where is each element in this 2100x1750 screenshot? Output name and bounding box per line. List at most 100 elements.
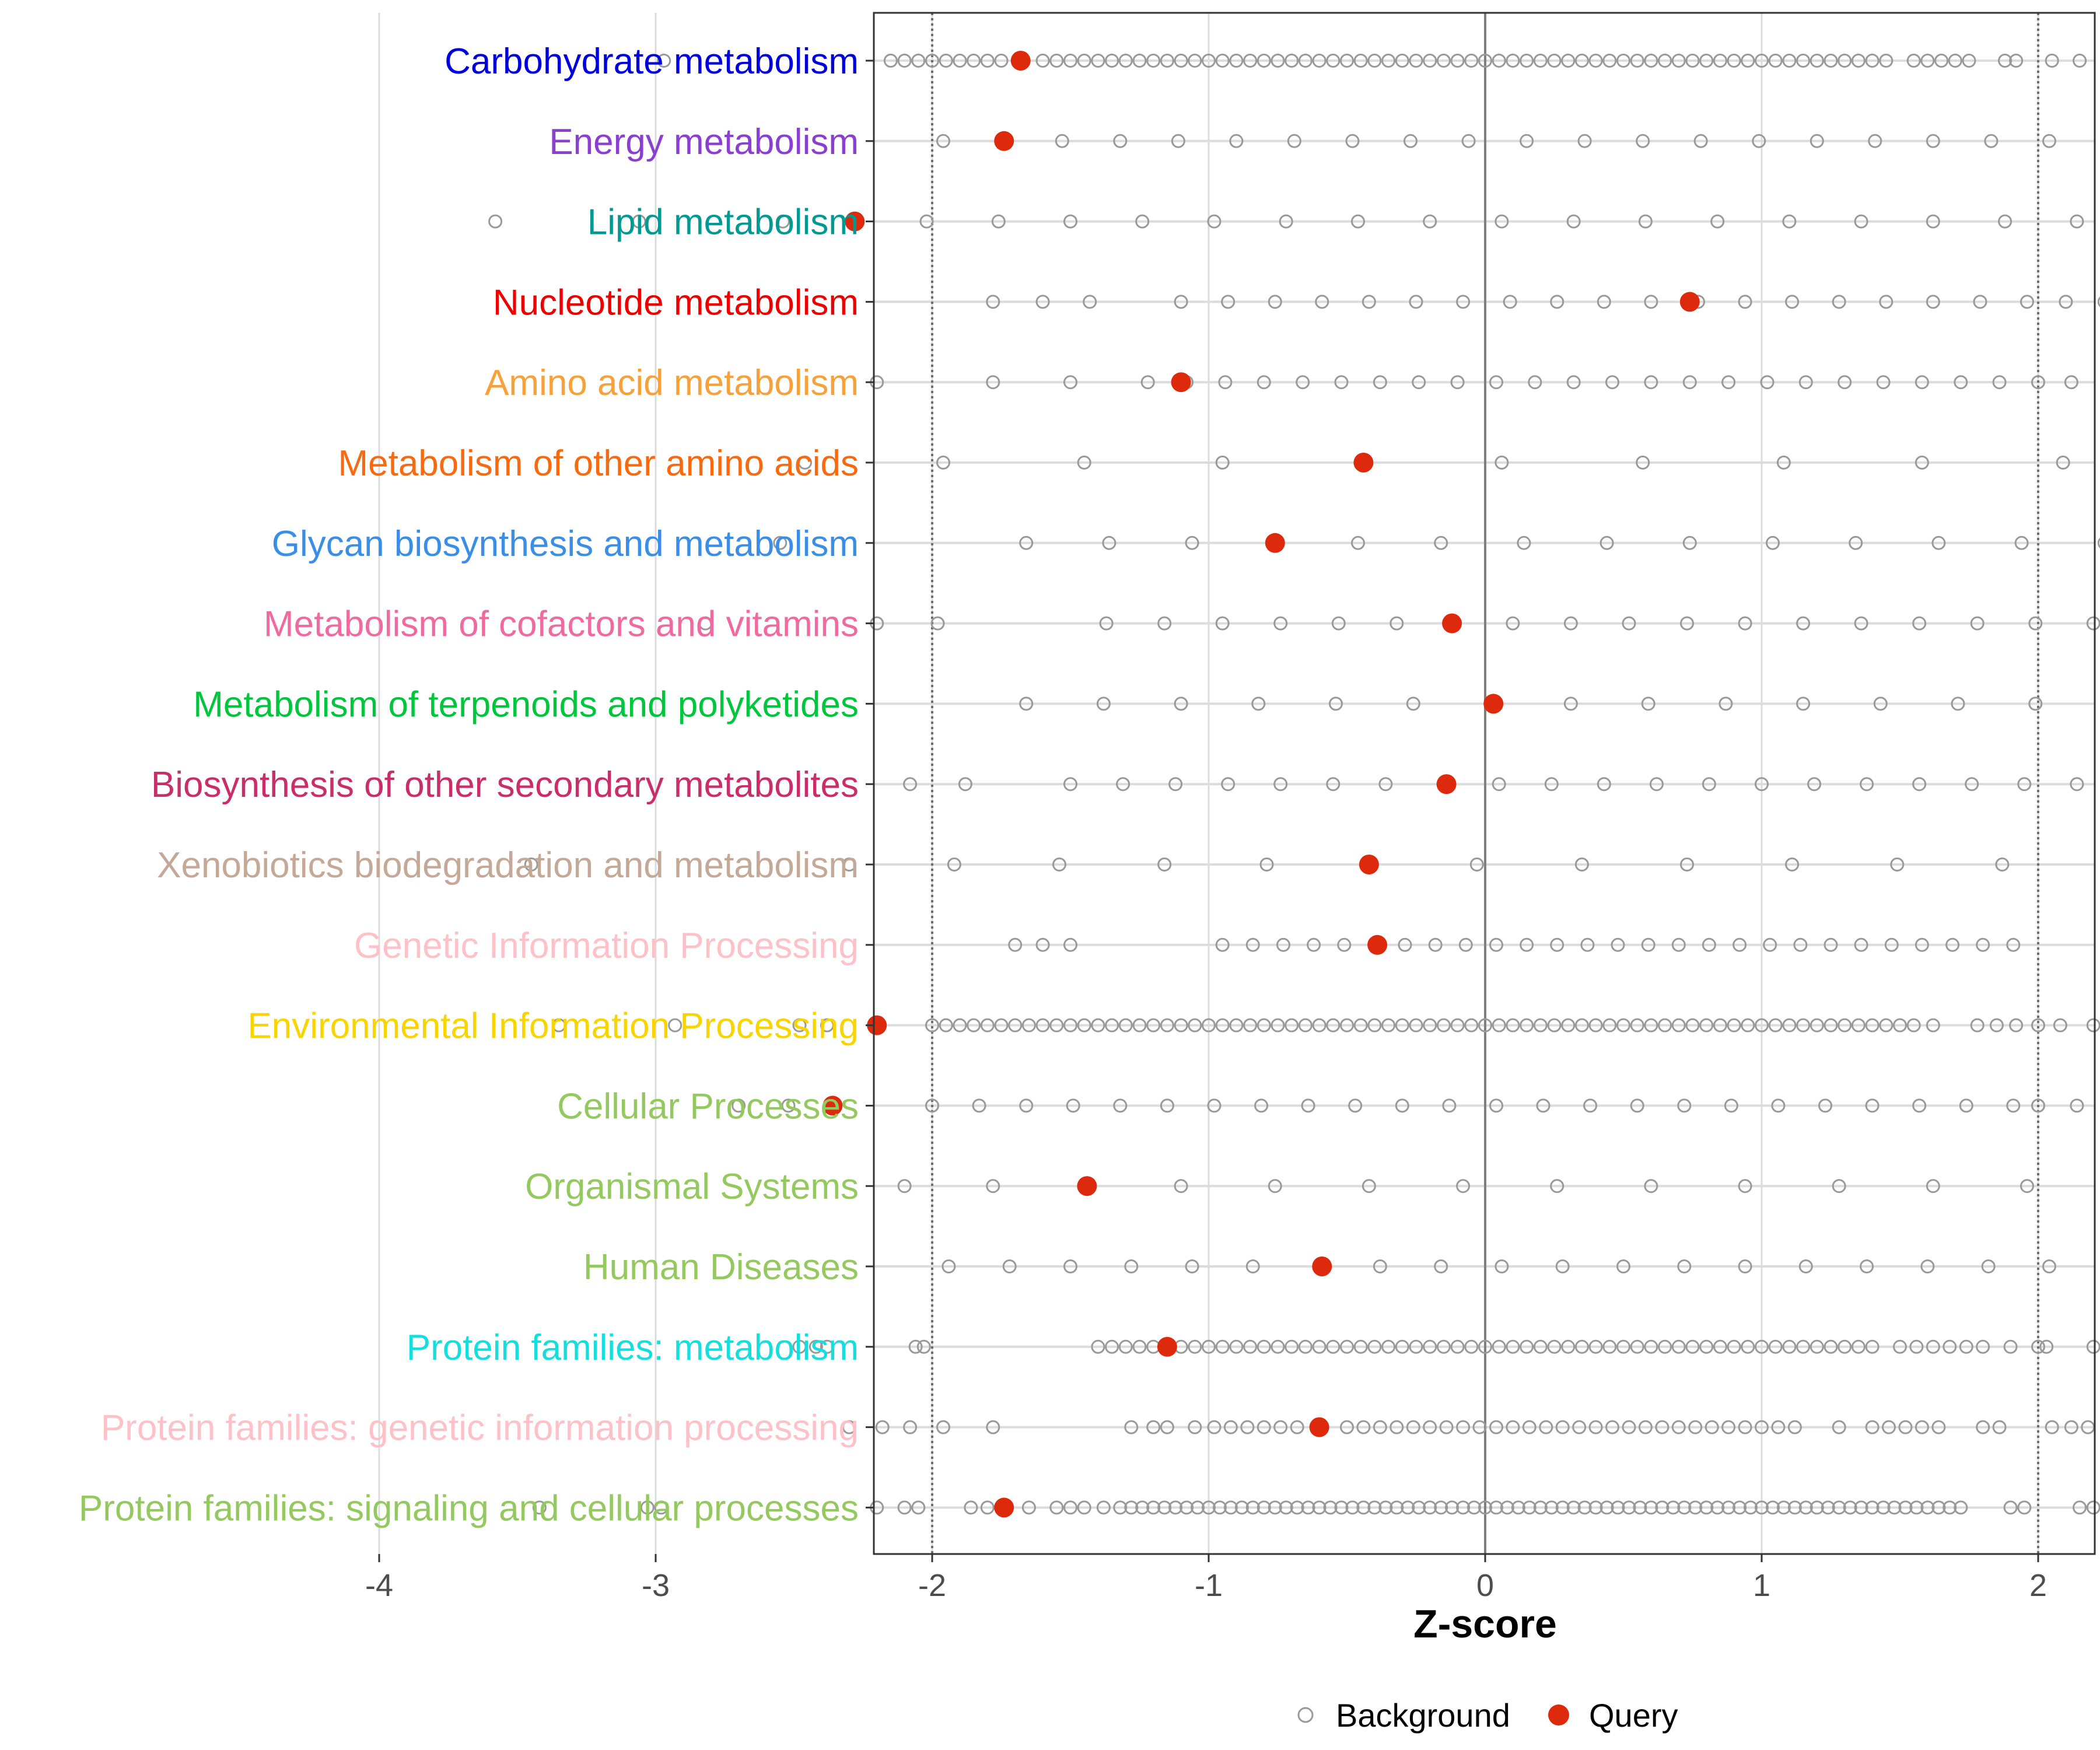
background-point — [1798, 375, 1813, 390]
background-point — [1713, 1339, 1727, 1354]
background-point — [1741, 1339, 1755, 1354]
background-point — [1268, 295, 1282, 309]
background-point — [1245, 1500, 1260, 1515]
background-point — [1671, 1420, 1686, 1434]
background-point — [1926, 295, 1940, 309]
background-point — [1256, 1018, 1271, 1032]
background-point — [2031, 1098, 2045, 1113]
background-point — [1124, 1259, 1139, 1273]
background-point — [1456, 295, 1471, 309]
background-point — [1766, 536, 1780, 550]
background-point — [1245, 1259, 1260, 1273]
background-point — [773, 536, 788, 550]
background-point — [1423, 1500, 1437, 1515]
background-point — [1727, 1339, 1741, 1354]
background-point — [1989, 1018, 2004, 1032]
category-label: Human Diseases — [583, 1247, 859, 1287]
background-point — [1588, 1420, 1603, 1434]
background-point — [1268, 1500, 1282, 1515]
background-point — [1561, 1339, 1576, 1354]
background-point — [1478, 1500, 1492, 1515]
background-point — [1439, 1420, 1454, 1434]
background-point — [1898, 1500, 1913, 1515]
background-point — [1395, 1098, 1409, 1113]
background-point — [1035, 937, 1050, 952]
background-point — [1796, 616, 1811, 631]
background-point — [1887, 1500, 1902, 1515]
background-point — [1555, 1420, 1570, 1434]
background-point — [1019, 1098, 1034, 1113]
background-point — [925, 1018, 939, 1032]
background-point — [1356, 1500, 1371, 1515]
background-point — [1873, 696, 1888, 711]
background-point — [1854, 214, 1868, 229]
background-point — [1943, 1500, 1957, 1515]
background-point — [2031, 375, 2045, 390]
background-point — [657, 54, 671, 68]
background-point — [1279, 214, 1293, 229]
background-point — [1506, 1339, 1520, 1354]
background-point — [2086, 1018, 2100, 1032]
background-point — [1284, 1018, 1299, 1032]
background-point — [1666, 1500, 1681, 1515]
background-point — [1926, 1339, 1940, 1354]
background-point — [1021, 1500, 1036, 1515]
x-tick-label: 1 — [1753, 1568, 1770, 1603]
background-point — [1566, 214, 1581, 229]
background-point — [1677, 1259, 1692, 1273]
background-point — [1671, 937, 1686, 952]
background-point — [1776, 456, 1791, 470]
background-point — [1909, 1339, 1924, 1354]
background-point — [1843, 1500, 1857, 1515]
legend-query-label: Query — [1589, 1697, 1678, 1734]
background-point — [1213, 1500, 1227, 1515]
background-point — [1116, 777, 1130, 792]
background-point — [1256, 54, 1271, 68]
background-point — [1298, 1339, 1312, 1354]
background-point — [1406, 1420, 1420, 1434]
background-point — [1782, 1339, 1797, 1354]
background-point — [1931, 1420, 1946, 1434]
background-point — [1760, 375, 1774, 390]
category-label: Energy metabolism — [549, 122, 859, 162]
background-point — [967, 1018, 981, 1032]
background-point — [1577, 134, 1592, 148]
background-point — [1630, 54, 1644, 68]
background-point — [1865, 1420, 1880, 1434]
background-point — [1976, 1420, 1990, 1434]
background-point — [2070, 214, 2084, 229]
background-point — [1713, 1018, 1727, 1032]
background-point — [1555, 1500, 1570, 1515]
background-point — [1132, 54, 1147, 68]
background-point — [1077, 54, 1091, 68]
background-point — [1378, 1500, 1393, 1515]
background-point — [1188, 54, 1202, 68]
background-point — [1326, 1018, 1340, 1032]
background-point — [994, 54, 1009, 68]
background-point — [2017, 1500, 2032, 1515]
background-point — [936, 1420, 950, 1434]
background-point — [2073, 54, 2087, 68]
background-point — [1256, 1500, 1271, 1515]
background-point — [1865, 1500, 1880, 1515]
background-point — [1644, 54, 1658, 68]
background-point — [1520, 1018, 1534, 1032]
background-point — [1898, 1420, 1913, 1434]
background-point — [1945, 937, 1960, 952]
background-point — [1638, 1420, 1653, 1434]
background-point — [883, 54, 898, 68]
background-point — [1851, 1339, 1866, 1354]
background-point — [1699, 54, 1714, 68]
background-point — [1785, 858, 1800, 872]
background-point — [1146, 1420, 1161, 1434]
background-point — [1492, 54, 1506, 68]
background-point — [524, 858, 538, 872]
background-point — [1077, 1500, 1091, 1515]
background-point — [1547, 1018, 1562, 1032]
background-point — [1019, 696, 1034, 711]
category-label: Protein families: genetic information pr… — [101, 1408, 859, 1448]
background-point — [1522, 1500, 1536, 1515]
background-point — [1489, 1500, 1503, 1515]
background-point — [1329, 696, 1343, 711]
category-label: Carbohydrate metabolism — [444, 41, 859, 82]
